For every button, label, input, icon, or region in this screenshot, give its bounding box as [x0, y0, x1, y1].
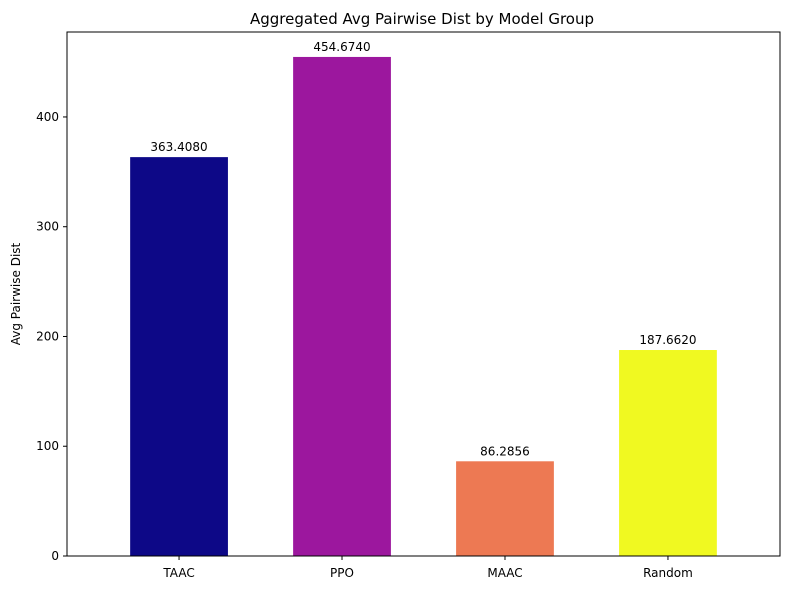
- value-label-random: 187.6620: [639, 333, 696, 347]
- chart-title: Aggregated Avg Pairwise Dist by Model Gr…: [250, 10, 594, 28]
- x-tick-label-random: Random: [643, 566, 693, 580]
- value-labels-layer: 363.4080 454.6740 86.2856 187.6620: [150, 40, 696, 458]
- y-axis: 0 100 200 300 400: [36, 110, 67, 563]
- bar-random: [619, 350, 717, 556]
- bar-taac: [130, 157, 228, 556]
- x-tick-label-ppo: PPO: [330, 566, 354, 580]
- bar-maac: [456, 461, 554, 556]
- y-axis-label: Avg Pairwise Dist: [9, 242, 23, 345]
- y-tick-label-400: 400: [36, 110, 59, 124]
- x-axis: TAAC PPO MAAC Random: [162, 556, 693, 580]
- y-tick-label-300: 300: [36, 220, 59, 234]
- x-tick-label-maac: MAAC: [487, 566, 522, 580]
- value-label-ppo: 454.6740: [313, 40, 370, 54]
- y-tick-label-100: 100: [36, 439, 59, 453]
- y-tick-label-0: 0: [51, 549, 59, 563]
- plot-frame: [66, 31, 781, 557]
- value-label-taac: 363.4080: [150, 140, 207, 154]
- bar-ppo: [293, 56, 391, 556]
- bars-layer: [130, 56, 717, 556]
- value-label-maac: 86.2856: [480, 444, 530, 458]
- x-tick-label-taac: TAAC: [162, 566, 194, 580]
- y-tick-label-200: 200: [36, 329, 59, 343]
